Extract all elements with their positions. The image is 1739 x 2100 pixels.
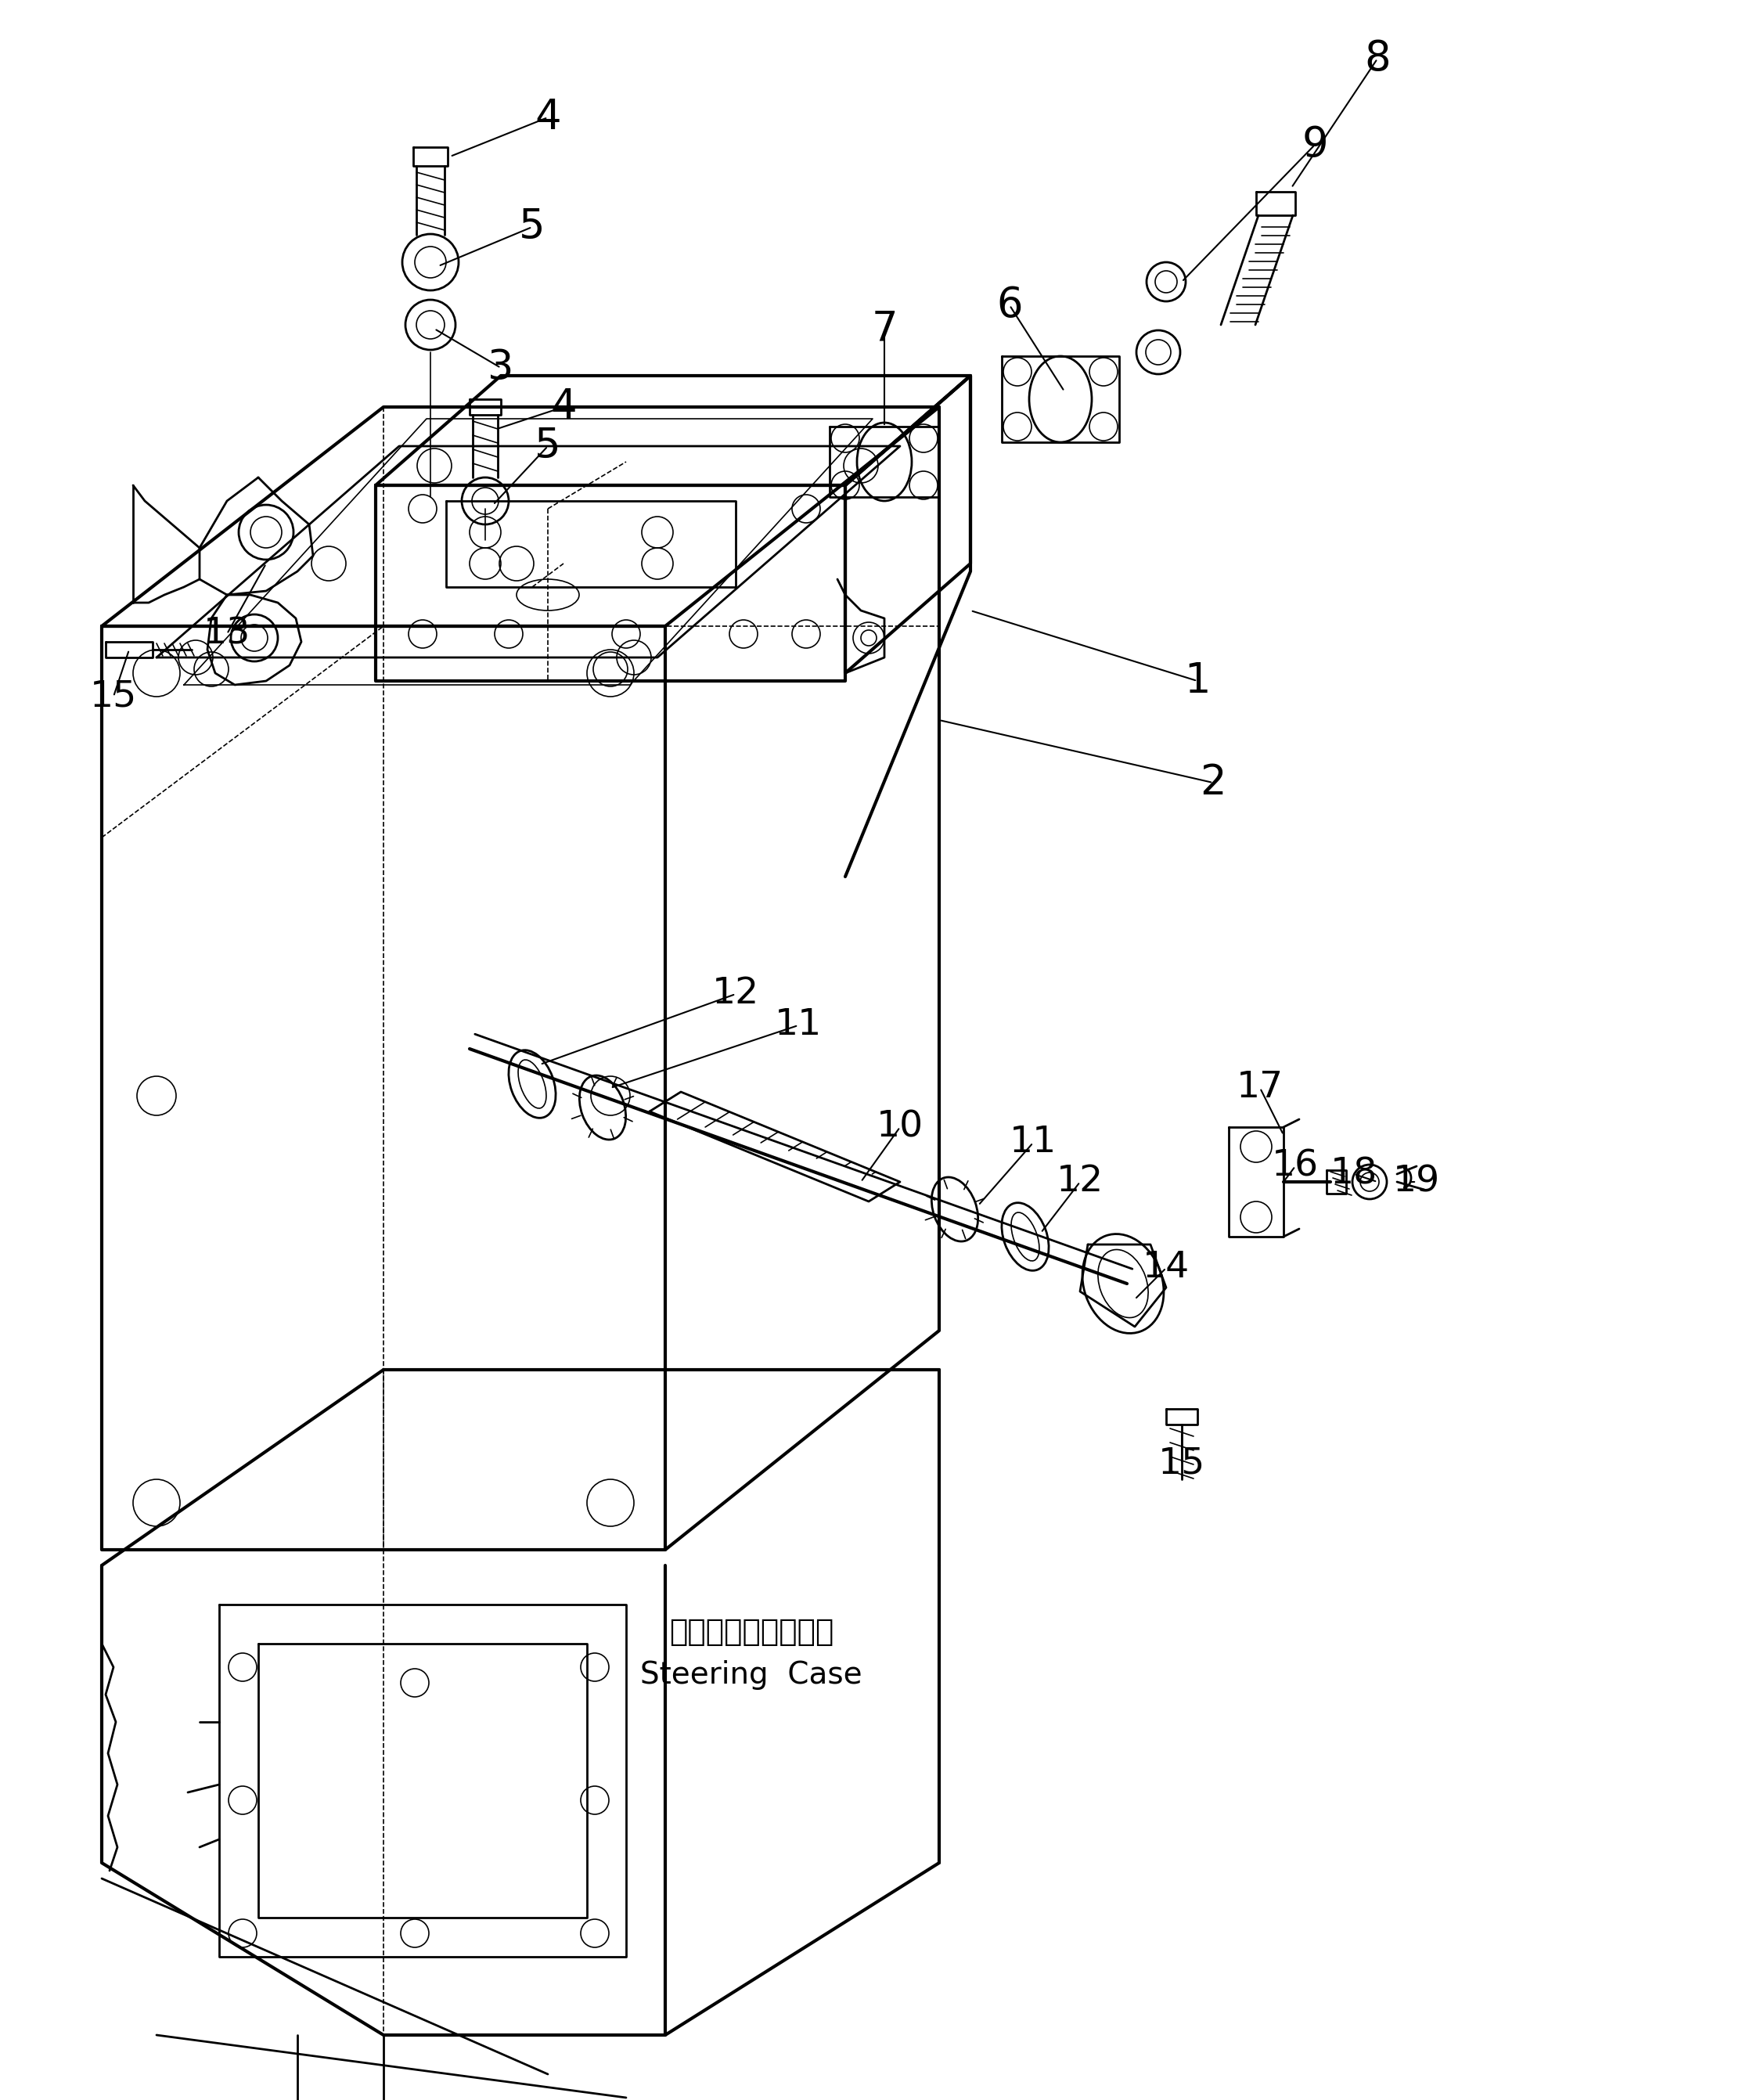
Text: 12: 12 — [711, 976, 760, 1012]
Text: 8: 8 — [1365, 38, 1391, 80]
Text: 16: 16 — [1271, 1149, 1318, 1184]
Text: Steering  Case: Steering Case — [640, 1661, 863, 1690]
Text: ステアリングケース: ステアリングケース — [670, 1617, 833, 1646]
Text: 3: 3 — [487, 346, 515, 388]
Text: 7: 7 — [871, 309, 897, 349]
Text: 11: 11 — [1010, 1126, 1057, 1161]
Text: 2: 2 — [1200, 762, 1226, 802]
Text: 18: 18 — [1330, 1157, 1377, 1191]
Text: 11: 11 — [774, 1008, 823, 1044]
Text: 15: 15 — [90, 678, 137, 714]
Text: 14: 14 — [1143, 1250, 1189, 1285]
Text: 17: 17 — [1236, 1071, 1283, 1105]
Text: 4: 4 — [550, 386, 577, 428]
Text: 5: 5 — [534, 426, 562, 466]
Text: 10: 10 — [876, 1109, 923, 1144]
Text: 5: 5 — [518, 206, 546, 248]
Text: 13: 13 — [203, 617, 250, 651]
Text: 9: 9 — [1303, 124, 1329, 166]
Text: 15: 15 — [1158, 1447, 1205, 1480]
Text: 4: 4 — [534, 97, 562, 139]
Text: 12: 12 — [1057, 1163, 1104, 1199]
Text: 1: 1 — [1184, 662, 1210, 701]
Text: 6: 6 — [996, 286, 1023, 326]
Text: 19: 19 — [1393, 1163, 1440, 1199]
